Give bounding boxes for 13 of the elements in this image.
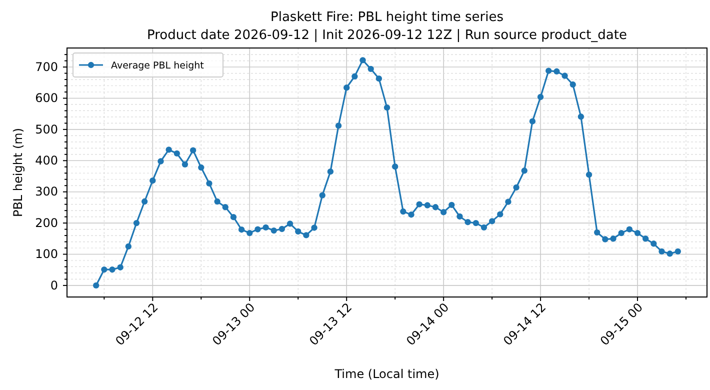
y-tick-label: 0 — [50, 278, 58, 292]
chart-subtitle: Product date 2026-09-12 | Init 2026-09-12 12Z | Run source product_date — [147, 28, 627, 43]
y-tick-label: 600 — [35, 91, 58, 106]
y-tick-label: 100 — [35, 247, 58, 262]
y-tick-label: 200 — [35, 216, 58, 230]
legend-label: Average PBL height — [111, 60, 204, 72]
y-axis-title: PBL height (m) — [11, 128, 25, 218]
chart-title: Plaskett Fire: PBL height time series — [270, 10, 504, 25]
y-tick-label: 500 — [35, 122, 58, 136]
y-tick-label: 300 — [35, 184, 58, 199]
y-tick-label: 400 — [35, 153, 58, 168]
x-axis-title: Time (Local time) — [334, 367, 440, 381]
y-tick-label: 700 — [35, 60, 58, 74]
